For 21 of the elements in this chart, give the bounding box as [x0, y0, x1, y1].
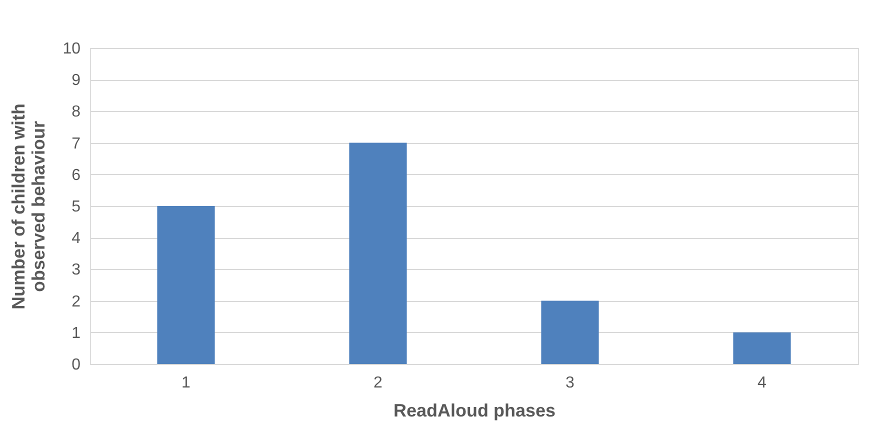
- y-tick-label: 8: [72, 104, 81, 121]
- bar: [541, 300, 599, 364]
- x-tick-label: 4: [758, 374, 767, 392]
- bar: [733, 332, 791, 364]
- y-tick-label: 1: [72, 324, 81, 342]
- y-tick-label: 2: [72, 293, 81, 310]
- y-tick-label: 3: [72, 262, 81, 279]
- y-axis-title: Number of children with observed behaviour: [8, 103, 49, 310]
- y-tick-label: 9: [72, 72, 81, 90]
- x-tick-label: 1: [182, 374, 191, 392]
- x-tick-label: 2: [374, 374, 383, 392]
- y-tick-label: 10: [62, 40, 81, 58]
- bar: [157, 206, 215, 364]
- y-tick-label: 7: [72, 135, 81, 152]
- y-tick-label: 0: [72, 356, 81, 374]
- y-tick-label: 4: [72, 230, 81, 248]
- x-tick-label: 3: [566, 374, 575, 392]
- y-tick-label: 5: [72, 198, 81, 216]
- y-tick-label: 6: [72, 166, 81, 184]
- x-axis-title: ReadAloud phases: [393, 400, 556, 420]
- bar: [349, 142, 407, 364]
